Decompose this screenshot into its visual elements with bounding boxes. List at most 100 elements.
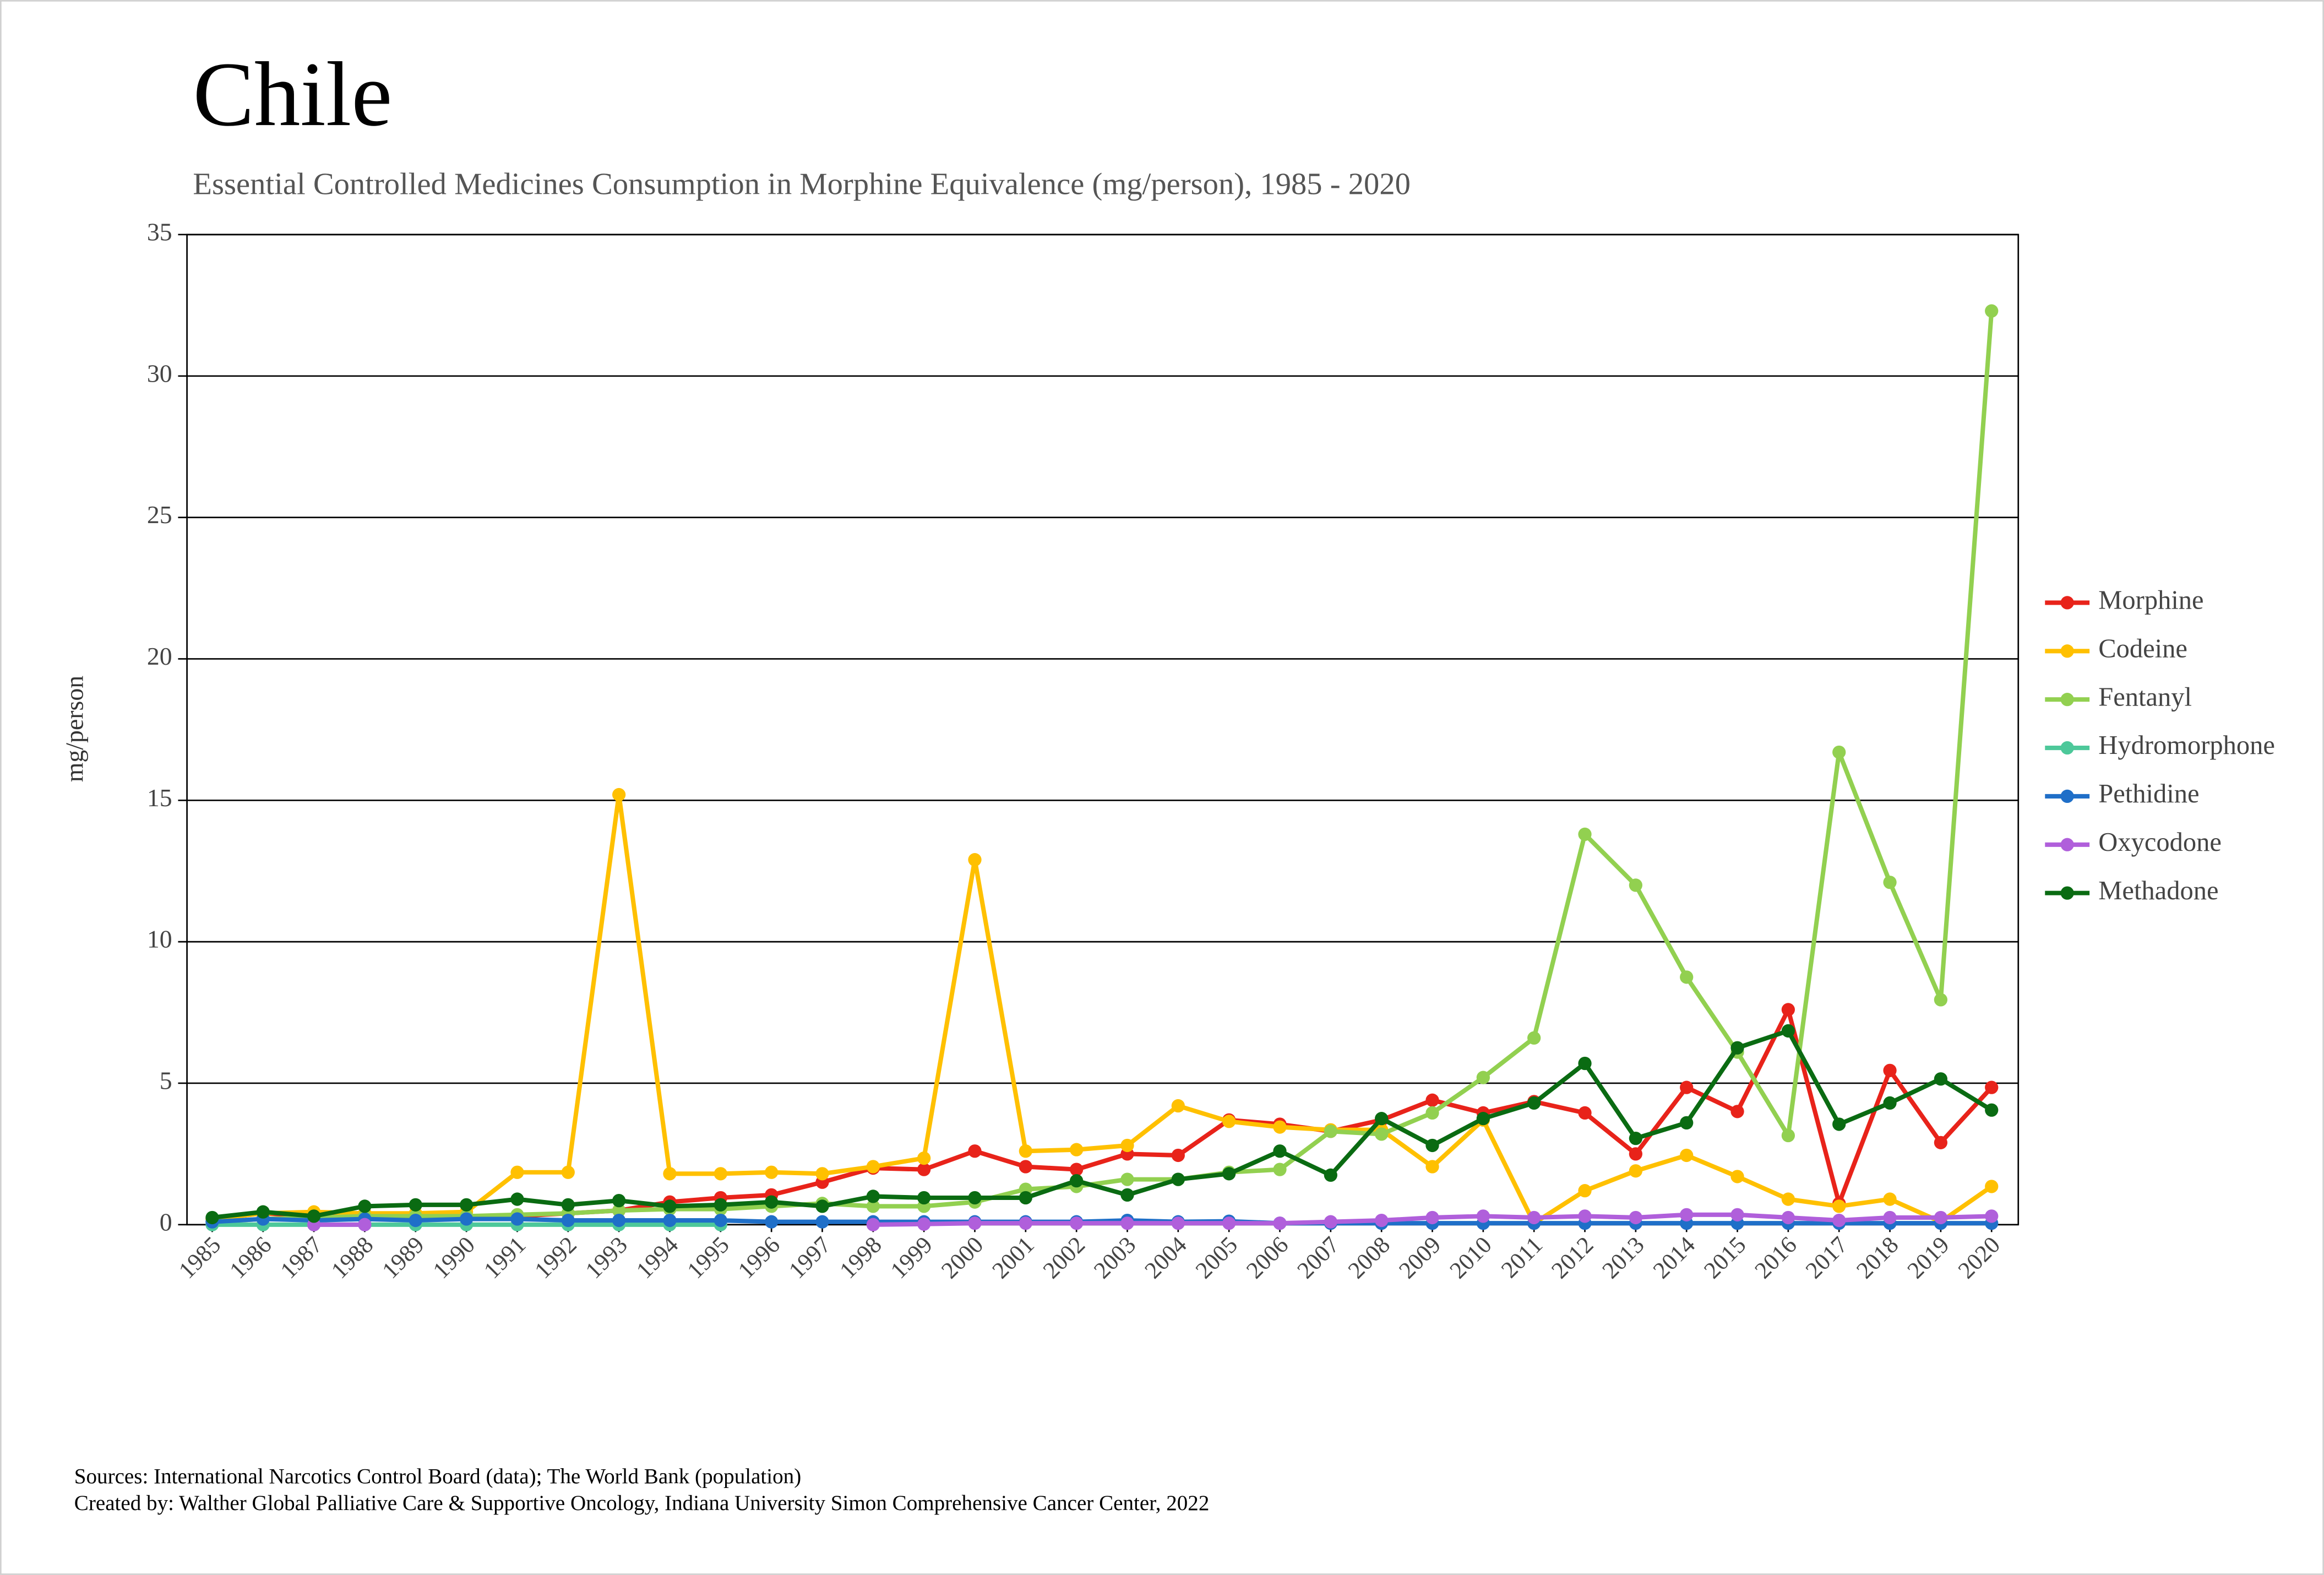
- series-marker: [1019, 1144, 1032, 1158]
- series-marker: [1070, 1174, 1084, 1188]
- legend-marker: [2060, 838, 2074, 851]
- series-marker: [1324, 1168, 1337, 1182]
- series-marker: [1781, 1003, 1795, 1017]
- series-marker: [1934, 1210, 1948, 1225]
- series-marker: [1832, 1117, 1846, 1131]
- series-marker: [1070, 1143, 1084, 1156]
- series-marker: [815, 1215, 829, 1229]
- series-marker: [459, 1198, 473, 1212]
- series-marker: [1120, 1216, 1134, 1230]
- series-marker: [765, 1165, 779, 1179]
- legend-marker: [2060, 644, 2074, 658]
- series-marker: [459, 1212, 473, 1226]
- series-marker: [612, 1213, 626, 1228]
- series-marker: [1273, 1216, 1287, 1230]
- series-marker: [1375, 1213, 1389, 1228]
- series-marker: [510, 1165, 524, 1179]
- y-tick-label: 0: [160, 1208, 172, 1236]
- series-marker: [1425, 1210, 1439, 1225]
- y-tick-label: 30: [147, 359, 172, 387]
- series-marker: [1985, 304, 1999, 318]
- series-marker: [1425, 1138, 1439, 1153]
- series-marker: [510, 1192, 524, 1206]
- series-marker: [1070, 1163, 1084, 1176]
- series-marker: [1781, 1128, 1795, 1143]
- series-marker: [1375, 1112, 1389, 1126]
- series-marker: [612, 788, 626, 802]
- series-marker: [1273, 1120, 1287, 1134]
- series-marker: [1629, 1131, 1643, 1145]
- series-marker: [917, 1163, 931, 1176]
- series-marker: [1680, 1208, 1694, 1221]
- series-marker: [1476, 1071, 1490, 1084]
- series-marker: [1527, 1210, 1541, 1225]
- legend-label: Pethidine: [2098, 779, 2199, 808]
- series-marker: [561, 1213, 575, 1228]
- sources: Sources: International Narcotics Control…: [74, 1465, 801, 1489]
- series-marker: [1883, 876, 1897, 889]
- chart-subtitle: Essential Controlled Medicines Consumpti…: [193, 167, 1411, 202]
- series-marker: [1629, 878, 1643, 892]
- series-marker: [1120, 1188, 1134, 1202]
- chart-title: Chile: [193, 44, 392, 145]
- series-marker: [1730, 1041, 1744, 1055]
- series-marker: [612, 1194, 626, 1208]
- series-marker: [1527, 1096, 1541, 1110]
- legend-marker: [2060, 741, 2074, 755]
- y-axis-label: mg/person: [61, 676, 89, 782]
- series-marker: [1273, 1144, 1287, 1158]
- series-marker: [917, 1217, 931, 1231]
- series-marker: [714, 1213, 727, 1228]
- series-marker: [1171, 1148, 1185, 1163]
- series-marker: [1730, 1170, 1744, 1183]
- legend-marker: [2060, 886, 2074, 900]
- series-marker: [1578, 1209, 1592, 1223]
- series-marker: [409, 1198, 422, 1212]
- legend-label: Fentanyl: [2098, 682, 2192, 712]
- series-marker: [1171, 1099, 1185, 1113]
- series-marker: [1578, 1106, 1592, 1120]
- series-marker: [1629, 1210, 1643, 1225]
- legend-label: Codeine: [2098, 634, 2187, 663]
- series-marker: [1680, 1080, 1694, 1094]
- series-marker: [1629, 1164, 1643, 1178]
- series-marker: [1934, 1072, 1948, 1086]
- series-marker: [968, 853, 982, 867]
- series-marker: [1120, 1172, 1134, 1186]
- y-tick-label: 10: [147, 925, 172, 953]
- series-marker: [714, 1198, 727, 1212]
- series-marker: [1934, 1136, 1948, 1149]
- series-marker: [1629, 1147, 1643, 1161]
- series-marker: [663, 1167, 677, 1181]
- series-marker: [1832, 1213, 1846, 1228]
- series-marker: [1222, 1167, 1236, 1181]
- series-marker: [1425, 1160, 1439, 1174]
- series-marker: [968, 1144, 982, 1158]
- series-marker: [358, 1218, 372, 1231]
- series-marker: [307, 1209, 321, 1223]
- series-marker: [1934, 993, 1948, 1007]
- legend-label: Oxycodone: [2098, 828, 2222, 857]
- series-marker: [1781, 1210, 1795, 1225]
- series-marker: [765, 1195, 779, 1209]
- series-marker: [1578, 1184, 1592, 1198]
- series-marker: [561, 1165, 575, 1179]
- series-marker: [1019, 1191, 1032, 1205]
- y-tick-label: 25: [147, 501, 172, 529]
- series-marker: [1578, 1056, 1592, 1071]
- y-tick-label: 35: [147, 218, 172, 246]
- series-marker: [1070, 1216, 1084, 1230]
- series-marker: [815, 1167, 829, 1181]
- legend-label: Morphine: [2098, 586, 2203, 615]
- series-marker: [765, 1215, 779, 1229]
- series-marker: [1222, 1115, 1236, 1128]
- series-marker: [1730, 1105, 1744, 1118]
- series-marker: [1578, 827, 1592, 841]
- series-marker: [510, 1212, 524, 1226]
- series-marker: [1680, 970, 1694, 984]
- series-marker: [1883, 1063, 1897, 1077]
- series-marker: [358, 1199, 372, 1213]
- series-marker: [1019, 1216, 1032, 1230]
